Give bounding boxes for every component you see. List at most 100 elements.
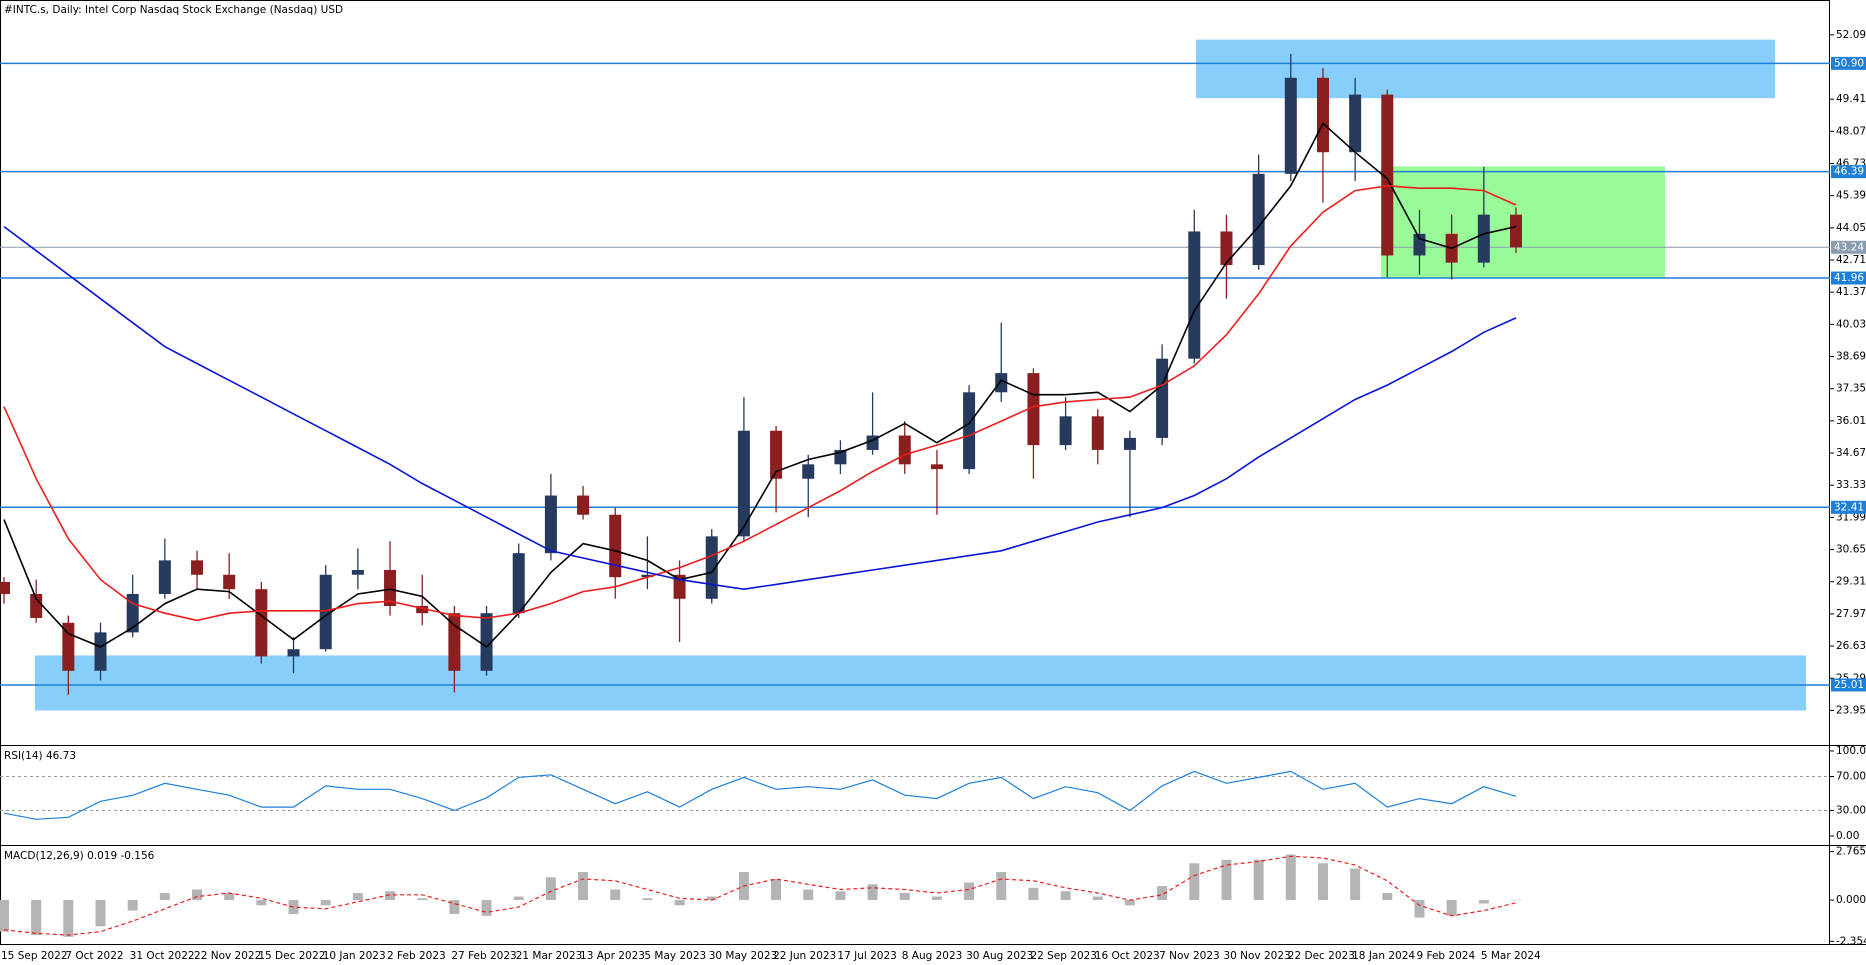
y-tick-label: 40.03 [1836,318,1866,330]
level-label: 50.90 [1834,57,1864,69]
candle-body [1349,94,1362,153]
candle-body [609,514,622,578]
y-tick-label: 37.35 [1836,383,1866,395]
candle-body [1027,373,1040,446]
histogram-bar [642,898,653,901]
histogram-bar [192,889,203,901]
candle-body [1316,77,1329,153]
candle-body [255,589,268,657]
histogram-bar [771,879,782,901]
histogram-bar [256,900,267,906]
x-tick-label: 22 Nov 2022 [194,950,261,962]
x-tick-label: 13 Apr 2023 [580,950,645,962]
x-tick-label: 15 Dec 2022 [258,950,325,962]
y-tick-label: 33.33 [1836,479,1866,491]
candle-body [577,495,590,515]
y-tick-label: 27.97 [1836,608,1866,620]
histogram-bar [320,900,331,906]
histogram-bar [1382,893,1393,901]
candle-body [1188,231,1201,359]
x-tick-label: 10 Jan 2023 [323,950,386,962]
histogram-bar [1092,896,1103,901]
y-tick-label: 0.000 [1836,894,1866,906]
line-series [3,184,1517,622]
y-tick-label: 2.765 [1836,846,1866,858]
level-box [1831,678,1866,692]
y-tick-label: 70.00 [1836,771,1866,783]
candle-body [802,464,815,479]
histogram-bar [481,900,492,916]
histogram-bar [159,893,170,901]
histogram-bar [964,882,975,901]
y-tick-label: 31.99 [1836,511,1866,523]
candle-body [641,574,654,578]
histogram-bar [1317,863,1328,901]
candle-body [737,430,750,537]
zone [1196,39,1775,99]
histogram-bar [1189,863,1200,901]
candle-body [1156,358,1169,438]
histogram-bar [1124,900,1135,906]
histogram-bar [224,893,235,901]
histogram-bar [63,900,74,937]
candle-body [1284,77,1297,174]
candle-body [1477,214,1490,263]
candle-body [1509,214,1522,248]
candle-body [94,632,107,671]
y-tick-label: 26.63 [1836,640,1866,652]
x-tick-label: 30 May 2023 [709,950,777,962]
level-label: 25.01 [1834,679,1864,691]
histogram-bar [127,900,138,911]
x-tick-label: 7 Nov 2023 [1159,950,1220,962]
x-tick-label: 15 Sep 2022 [1,950,68,962]
x-tick-label: 9 Feb 2024 [1416,950,1475,962]
level-box [1831,500,1866,514]
x-tick-label: 21 Mar 2023 [516,950,583,962]
histogram-bar [1285,854,1296,901]
histogram-bar [1510,899,1521,901]
histogram-bar [545,877,556,901]
histogram-bar [803,889,814,901]
y-tick-label: 49.41 [1836,93,1866,105]
candle-body [30,593,43,618]
candle-body [480,613,493,671]
candle-body [512,553,525,614]
level-label: 46.39 [1834,166,1864,178]
x-tick-label: 7 Oct 2022 [65,950,123,962]
y-tick-label: 41.37 [1836,286,1866,298]
histogram-bar [1221,859,1232,901]
histogram-bar [449,900,460,915]
y-tick-label: 36.01 [1836,415,1866,427]
histogram-bar [1350,868,1361,901]
histogram-bar [610,889,621,901]
x-tick-label: 17 Jul 2023 [837,950,896,962]
histogram-bar [835,891,846,901]
candle-body [544,495,557,554]
y-tick-label: 30.65 [1836,544,1866,556]
level-box [1831,56,1866,70]
panel-title: RSI(14) 46.73 [4,750,76,762]
y-tick-label: 44.05 [1836,222,1866,234]
last-price-box [1831,240,1866,254]
candle-body [126,593,139,633]
level-label: 32.41 [1834,501,1864,513]
candle-body [0,581,10,594]
candle-body [995,373,1008,393]
candle-body [62,622,75,671]
x-tick-label: 27 Feb 2023 [451,950,516,962]
candle-body [191,560,204,575]
y-tick-label: 0.00 [1836,830,1859,842]
histogram-bar [1414,900,1425,918]
histogram-bar [996,872,1007,901]
x-tick-label: 8 Aug 2023 [902,950,963,962]
x-tick-label: 22 Jun 2023 [773,950,836,962]
x-tick-label: 5 May 2023 [644,950,706,962]
candle-body [1381,94,1394,256]
histogram-bar [931,896,942,901]
line-series [3,122,1517,648]
y-tick-label: -2.354 [1836,935,1866,947]
y-tick-label: 38.69 [1836,351,1866,363]
histogram-bar [31,900,42,936]
candle-body [223,574,236,590]
